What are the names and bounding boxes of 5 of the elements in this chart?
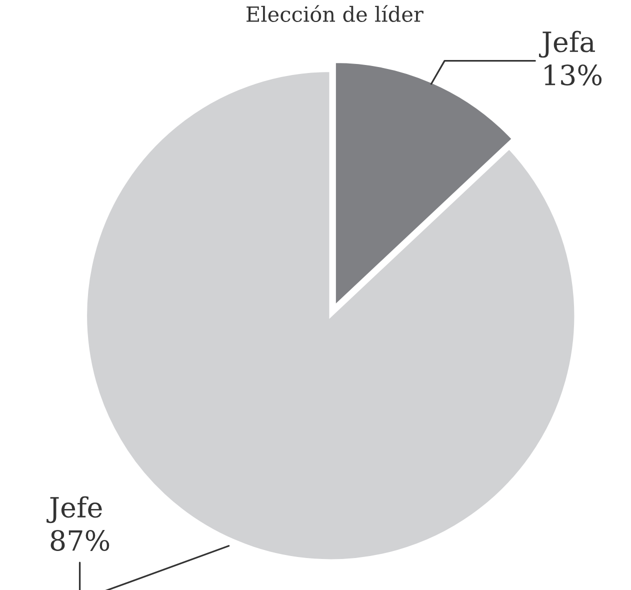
chart-title: Elección de líder — [246, 5, 424, 22]
slice-label: Jefa — [538, 30, 595, 58]
data-label: 87% — [50, 530, 110, 551]
data-label: 13% — [544, 64, 602, 86]
slice-label: Jefe — [46, 496, 102, 524]
